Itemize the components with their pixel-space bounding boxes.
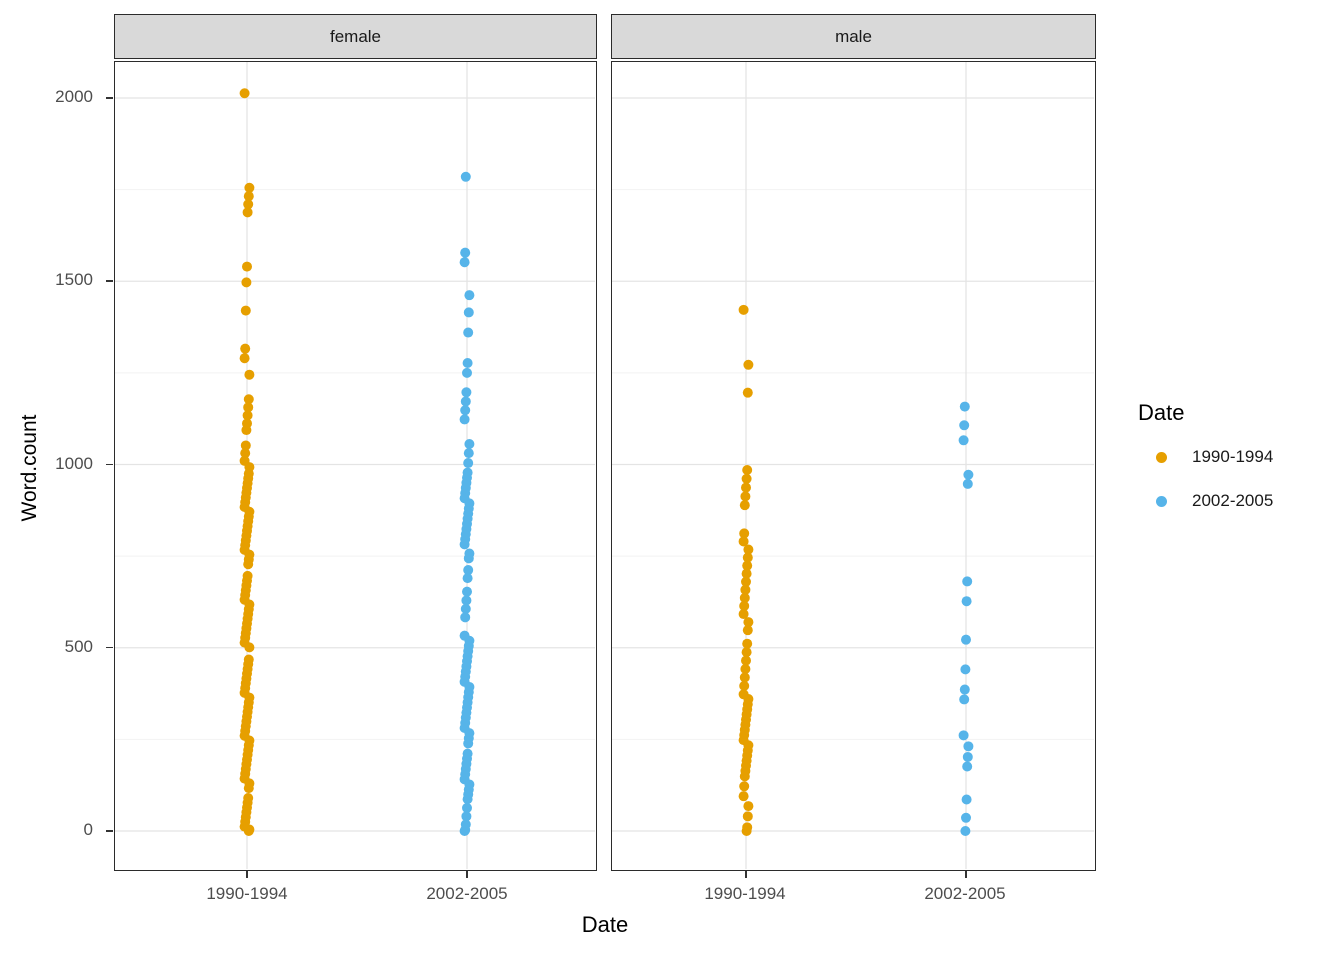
panel-male [611, 61, 1096, 871]
legend-label-1990: 1990-1994 [1192, 447, 1274, 466]
x-tick-label-male-2002: 2002-2005 [924, 884, 1006, 903]
x-tick-label-male-1990: 1990-1994 [704, 884, 786, 903]
legend-entry-2002: 2002-2005 [1138, 486, 1273, 516]
panel-female [114, 61, 597, 871]
legend-entry-1990: 1990-1994 [1138, 442, 1273, 472]
y-tick-label-0: 0 [83, 820, 93, 839]
legend-key-dot-1990 [1156, 451, 1167, 463]
x-axis-title: Date [581, 912, 629, 937]
facet-label-male: male [835, 26, 872, 46]
legend: Date 1990-1994 2002-2005 [1138, 400, 1273, 516]
y-tick-label-1000: 1000 [55, 454, 93, 473]
legend-label-2002: 2002-2005 [1192, 491, 1274, 510]
panel-svg-0 [115, 62, 595, 869]
y-tick-label-2000: 2000 [55, 87, 93, 106]
y-tick-label-500: 500 [64, 637, 93, 656]
panel-svg-1 [612, 62, 1094, 869]
facet-strip-male: male [611, 14, 1096, 59]
legend-title: Date [1138, 400, 1185, 425]
x-tick-label-female-1990: 1990-1994 [206, 884, 288, 903]
legend-key-dot-2002 [1156, 495, 1167, 507]
y-tick-label-1500: 1500 [55, 270, 93, 289]
x-tick-label-female-2002: 2002-2005 [426, 884, 508, 903]
facet-label-female: female [329, 26, 382, 46]
facet-strip-female: female [114, 14, 597, 59]
